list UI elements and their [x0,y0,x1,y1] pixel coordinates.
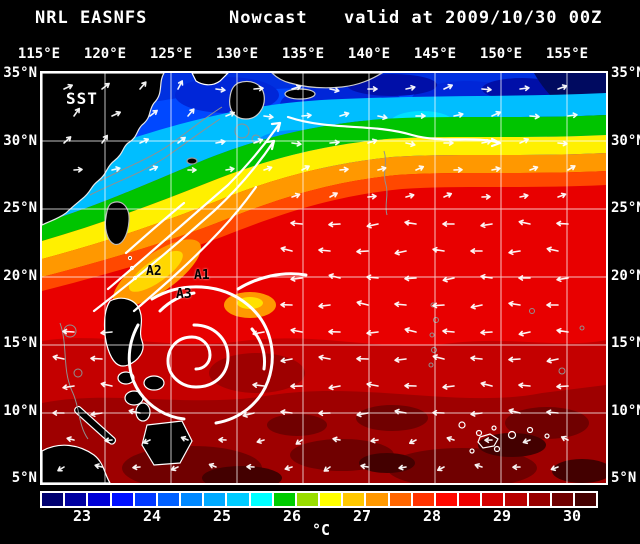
lon-label-135°E: 135°E [281,46,325,62]
product-name: Nowcast [229,8,308,28]
lat-label-left-20°N: 20°N [3,267,37,284]
lat-label-right-10°N: 10°N [611,402,640,419]
current-arrows-layer [52,80,578,472]
lat-label-left-30°N: 30°N [3,132,37,149]
valid-time: valid at 2009/10/30 00Z [344,8,603,28]
kuroshio-streamlines [92,115,502,313]
island-outlines [458,421,550,454]
lon-label-125°E: 125°E [149,46,193,62]
temperature-colorbar [40,491,598,508]
bathymetry-contours [59,106,585,440]
sst-map: A1 A2 A3 SST [40,71,608,485]
colorbar-segment-21 [528,493,550,506]
lat-label-right-20°N: 20°N [611,267,640,284]
sst-field-image [42,73,606,483]
colorbar-segment-9 [250,493,272,506]
colorbar-segment-23 [574,493,597,506]
variable-label: SST [66,89,98,108]
cyclone-spiral [127,272,308,425]
colorbar-tick-24: 24 [142,507,162,525]
colorbar-tick-27: 27 [352,507,372,525]
colorbar-tick-23: 23 [72,507,92,525]
colorbar-segment-22 [551,493,573,506]
colorbar-segment-2 [88,493,110,506]
colorbar-segment-18 [459,493,481,506]
colorbar-tick-30: 30 [562,507,582,525]
annotation-a1: A1 [194,268,210,283]
colorbar-segment-13 [343,493,365,506]
lat-label-right-35°N: 35°N [611,65,640,81]
colorbar-segment-6 [181,493,203,506]
lat-label-right-15°N: 15°N [611,335,640,351]
colorbar-segment-16 [412,493,434,506]
colorbar-tick-28: 28 [422,507,442,525]
lat-label-left-5°N: 5°N [11,470,37,486]
colorbar-segment-7 [204,493,226,506]
lat-label-left-10°N: 10°N [3,402,37,419]
colorbar-segment-3 [111,493,133,506]
colorbar-segment-19 [482,493,504,506]
colorbar-segment-17 [435,493,458,506]
colorbar-unit-label: °C [311,521,331,539]
colorbar-segment-20 [505,493,527,506]
lon-label-145°E: 145°E [413,46,457,62]
colorbar-tick-29: 29 [492,507,512,525]
annotation-a3: A3 [176,287,192,302]
lat-label-right-30°N: 30°N [611,132,640,149]
lat-label-right-25°N: 25°N [611,200,640,216]
model-name: NRL EASNFS [35,8,148,28]
colorbar-segment-1 [65,493,87,506]
lat-label-left-15°N: 15°N [3,335,37,351]
lon-label-120°E: 120°E [83,46,127,62]
lat-label-left-35°N: 35°N [3,65,37,81]
lon-label-115°E: 115°E [17,46,61,62]
lat-label-right-5°N: 5°N [611,470,637,486]
colorbar-segment-0 [42,493,64,506]
colorbar-segment-4 [134,493,156,506]
lon-label-130°E: 130°E [215,46,259,62]
colorbar-segment-8 [227,493,249,506]
lat-label-left-25°N: 25°N [3,200,37,216]
annotation-a2: A2 [146,264,162,279]
colorbar-segment-5 [157,493,180,506]
colorbar-tick-26: 26 [282,507,302,525]
colorbar-segment-12 [320,493,342,506]
colorbar-segment-10 [273,493,295,506]
colorbar-segment-14 [366,493,388,506]
colorbar-segment-11 [296,493,319,506]
lon-label-150°E: 150°E [479,46,523,62]
lon-label-155°E: 155°E [545,46,589,62]
colorbar-segment-15 [389,493,411,506]
colorbar-tick-25: 25 [212,507,232,525]
lon-label-140°E: 140°E [347,46,391,62]
